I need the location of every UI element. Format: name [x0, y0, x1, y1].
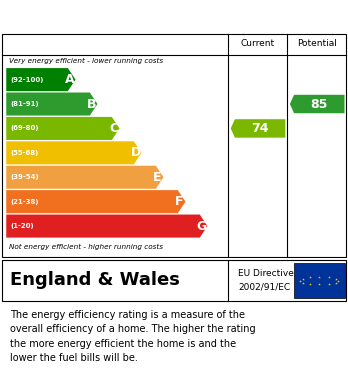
Text: Energy Efficiency Rating: Energy Efficiency Rating	[10, 7, 239, 26]
Polygon shape	[6, 141, 142, 164]
Text: 85: 85	[310, 97, 327, 111]
Text: (55-68): (55-68)	[10, 150, 39, 156]
Text: EU Directive: EU Directive	[238, 269, 294, 278]
Polygon shape	[6, 215, 207, 238]
Text: B: B	[87, 97, 96, 111]
Text: (39-54): (39-54)	[10, 174, 39, 180]
Text: 2002/91/EC: 2002/91/EC	[238, 283, 291, 292]
Text: A: A	[65, 73, 74, 86]
Text: G: G	[196, 220, 207, 233]
Text: 74: 74	[251, 122, 268, 135]
Text: The energy efficiency rating is a measure of the
overall efficiency of a home. T: The energy efficiency rating is a measur…	[10, 310, 256, 363]
Text: England & Wales: England & Wales	[10, 271, 180, 289]
Text: (21-38): (21-38)	[10, 199, 39, 204]
Polygon shape	[6, 166, 164, 189]
Polygon shape	[6, 93, 97, 116]
Text: Not energy efficient - higher running costs: Not energy efficient - higher running co…	[9, 244, 163, 250]
Text: D: D	[130, 146, 141, 160]
Text: F: F	[175, 195, 184, 208]
Text: Very energy efficient - lower running costs: Very energy efficient - lower running co…	[9, 57, 163, 64]
Text: (1-20): (1-20)	[10, 223, 34, 229]
Polygon shape	[6, 190, 185, 213]
Polygon shape	[290, 95, 345, 113]
Bar	[294, 264, 345, 298]
Text: E: E	[153, 171, 162, 184]
Text: (69-80): (69-80)	[10, 126, 39, 131]
Text: Potential: Potential	[297, 39, 337, 48]
Text: (92-100): (92-100)	[10, 77, 44, 83]
Text: Current: Current	[240, 39, 275, 48]
Polygon shape	[231, 119, 285, 138]
Text: C: C	[109, 122, 118, 135]
Text: (81-91): (81-91)	[10, 101, 39, 107]
Polygon shape	[6, 68, 76, 91]
Polygon shape	[6, 117, 119, 140]
